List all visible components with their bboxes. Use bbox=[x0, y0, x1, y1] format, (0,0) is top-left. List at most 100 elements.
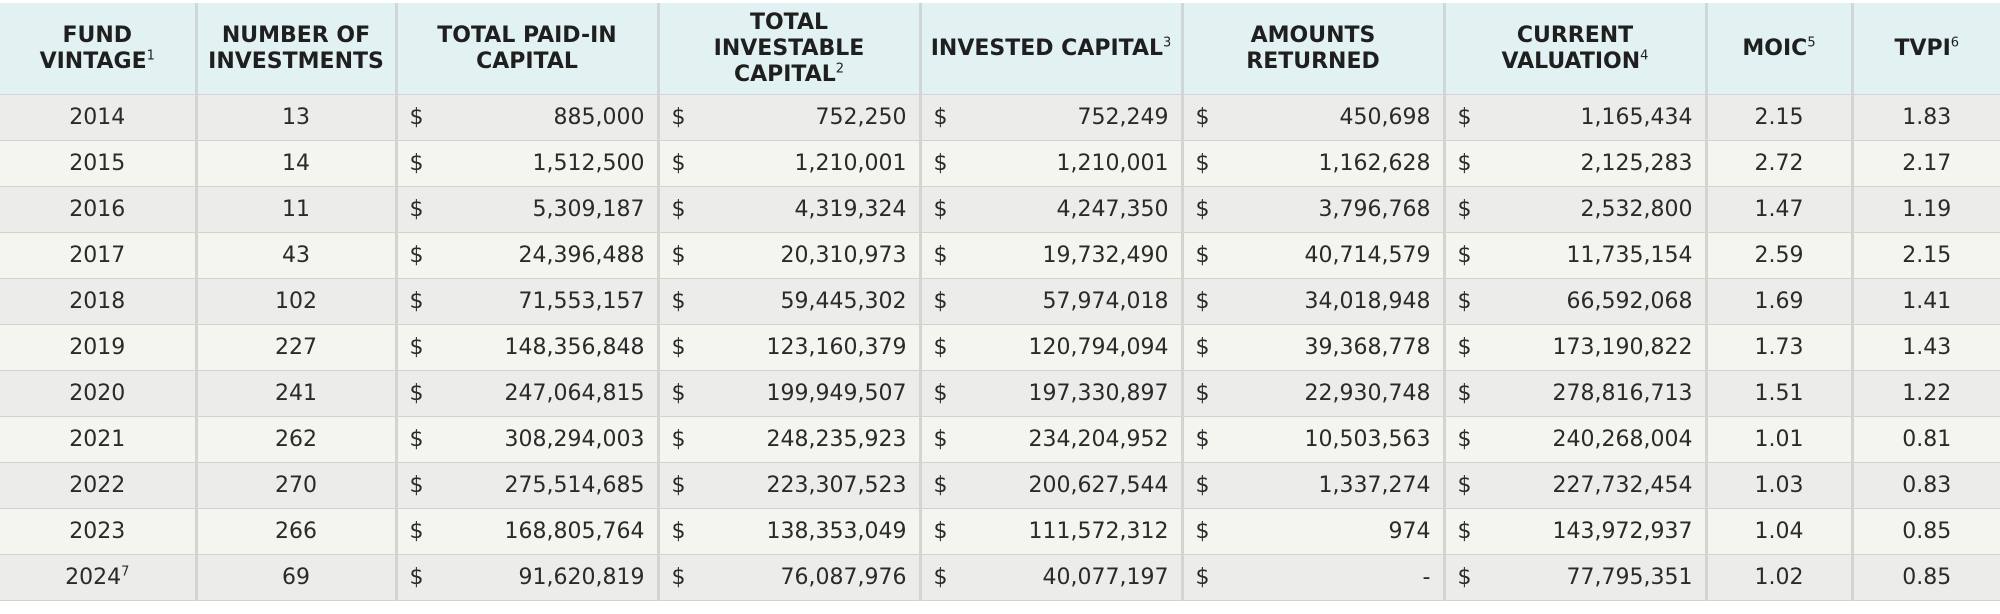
cell-number-of-investments: 43 bbox=[194, 232, 396, 279]
footnote-marker: 3 bbox=[1163, 35, 1172, 51]
currency-symbol: $ bbox=[933, 565, 948, 590]
cell-number-of-investments: 69 bbox=[194, 554, 396, 601]
header-tvpi: TVPI6 bbox=[1850, 3, 2000, 95]
vintage-year: 2024 bbox=[65, 565, 122, 590]
amount-value: 19,732,490 bbox=[1042, 243, 1169, 268]
amount-value: 3,796,768 bbox=[1318, 197, 1431, 222]
cell-invested: $752,249 bbox=[918, 94, 1182, 141]
currency-symbol: $ bbox=[933, 197, 948, 222]
currency-symbol: $ bbox=[409, 335, 424, 360]
amount-value: 4,319,324 bbox=[794, 197, 907, 222]
amount-value: 173,190,822 bbox=[1552, 335, 1693, 360]
amount-value: 20,310,973 bbox=[780, 243, 907, 268]
amount-value: 223,307,523 bbox=[766, 473, 907, 498]
currency-symbol: $ bbox=[1457, 105, 1472, 130]
amount-value: 34,018,948 bbox=[1304, 289, 1431, 314]
currency-symbol: $ bbox=[671, 289, 686, 314]
cell-vintage: 20247 bbox=[0, 554, 196, 601]
cell-paid-in: $24,396,488 bbox=[394, 232, 658, 279]
table-row: 2022 270 $275,514,685 $223,307,523 $200,627,… bbox=[0, 462, 2000, 509]
cell-invested: $40,077,197 bbox=[918, 554, 1182, 601]
table-row: 2021 262 $308,294,003 $248,235,923 $234,204,… bbox=[0, 416, 2000, 463]
cell-valuation: $11,735,154 bbox=[1442, 232, 1706, 279]
header-number-of-investments: NUMBER OF INVESTMENTS bbox=[194, 3, 396, 95]
amount-value: 1,512,500 bbox=[532, 151, 645, 176]
currency-symbol: $ bbox=[671, 565, 686, 590]
amount-value: 227,732,454 bbox=[1552, 473, 1693, 498]
currency-symbol: $ bbox=[671, 473, 686, 498]
cell-tvpi: 2.15 bbox=[1850, 232, 2000, 279]
currency-symbol: $ bbox=[409, 427, 424, 452]
amount-value: 1,337,274 bbox=[1318, 473, 1431, 498]
header-fund-vintage: FUND VINTAGE1 bbox=[0, 3, 196, 95]
header-label: CURRENT VALUATION bbox=[1501, 22, 1641, 74]
cell-vintage: 2015 bbox=[0, 140, 196, 187]
cell-valuation: $143,972,937 bbox=[1442, 508, 1706, 555]
currency-symbol: $ bbox=[933, 243, 948, 268]
amount-value: 59,445,302 bbox=[780, 289, 907, 314]
currency-symbol: $ bbox=[409, 381, 424, 406]
cell-valuation: $240,268,004 bbox=[1442, 416, 1706, 463]
amount-value: 234,204,952 bbox=[1028, 427, 1169, 452]
amount-value: 885,000 bbox=[553, 105, 645, 130]
header-total-investable-capital: TOTAL INVESTABLE CAPITAL2 bbox=[656, 3, 920, 95]
header-row: FUND VINTAGE1 NUMBER OF INVESTMENTS TOTAL … bbox=[0, 3, 2000, 95]
cell-tvpi: 0.85 bbox=[1850, 554, 2000, 601]
cell-paid-in: $71,553,157 bbox=[394, 278, 658, 325]
currency-symbol: $ bbox=[1195, 151, 1210, 176]
amount-value: 57,974,018 bbox=[1042, 289, 1169, 314]
currency-symbol: $ bbox=[933, 473, 948, 498]
header-moic: MOIC5 bbox=[1704, 3, 1852, 95]
amount-value: 1,210,001 bbox=[1056, 151, 1169, 176]
header-label: FUND VINTAGE bbox=[39, 22, 147, 74]
cell-moic: 1.02 bbox=[1704, 554, 1852, 601]
currency-symbol: $ bbox=[933, 151, 948, 176]
footnote-marker: 5 bbox=[1807, 35, 1816, 51]
cell-investable: $752,250 bbox=[656, 94, 920, 141]
amount-value: 22,930,748 bbox=[1304, 381, 1431, 406]
footnote-marker: 6 bbox=[1950, 35, 1960, 51]
currency-symbol: $ bbox=[1457, 197, 1472, 222]
cell-moic: 2.15 bbox=[1704, 94, 1852, 141]
amount-value: 197,330,897 bbox=[1028, 381, 1169, 406]
amount-value: 4,247,350 bbox=[1056, 197, 1169, 222]
amount-value: 1,162,628 bbox=[1318, 151, 1431, 176]
currency-symbol: $ bbox=[1195, 565, 1210, 590]
cell-number-of-investments: 241 bbox=[194, 370, 396, 417]
currency-symbol: $ bbox=[933, 381, 948, 406]
header-current-valuation: CURRENT VALUATION4 bbox=[1442, 3, 1706, 95]
cell-vintage: 2020 bbox=[0, 370, 196, 417]
amount-value: 752,249 bbox=[1077, 105, 1169, 130]
cell-investable: $138,353,049 bbox=[656, 508, 920, 555]
amount-value: 240,268,004 bbox=[1552, 427, 1693, 452]
amount-value: 168,805,764 bbox=[504, 519, 645, 544]
cell-invested: $111,572,312 bbox=[918, 508, 1182, 555]
cell-number-of-investments: 266 bbox=[194, 508, 396, 555]
cell-moic: 2.72 bbox=[1704, 140, 1852, 187]
cell-tvpi: 2.17 bbox=[1850, 140, 2000, 187]
currency-symbol: $ bbox=[933, 289, 948, 314]
cell-invested: $234,204,952 bbox=[918, 416, 1182, 463]
amount-value: 10,503,563 bbox=[1304, 427, 1431, 452]
cell-returned: $450,698 bbox=[1180, 94, 1444, 141]
table-row: 2014 13 $885,000 $752,250 $752,249 $450,698 $1… bbox=[0, 94, 2000, 141]
table-body: 2014 13 $885,000 $752,250 $752,249 $450,698 $1… bbox=[0, 94, 2000, 601]
currency-symbol: $ bbox=[671, 381, 686, 406]
amount-value: 2,125,283 bbox=[1580, 151, 1693, 176]
amount-value: 24,396,488 bbox=[518, 243, 645, 268]
cell-returned: $10,503,563 bbox=[1180, 416, 1444, 463]
cell-tvpi: 1.22 bbox=[1850, 370, 2000, 417]
vintage-year: 2022 bbox=[69, 473, 126, 498]
cell-paid-in: $91,620,819 bbox=[394, 554, 658, 601]
cell-moic: 1.69 bbox=[1704, 278, 1852, 325]
currency-symbol: $ bbox=[1457, 519, 1472, 544]
cell-paid-in: $168,805,764 bbox=[394, 508, 658, 555]
table-row: 2023 266 $168,805,764 $138,353,049 $111,572,… bbox=[0, 508, 2000, 555]
amount-value: 278,816,713 bbox=[1552, 381, 1693, 406]
currency-symbol: $ bbox=[1195, 243, 1210, 268]
currency-symbol: $ bbox=[671, 427, 686, 452]
amount-value: 752,250 bbox=[815, 105, 907, 130]
amount-value: 148,356,848 bbox=[504, 335, 645, 360]
footnote-marker: 4 bbox=[1640, 48, 1649, 64]
cell-valuation: $278,816,713 bbox=[1442, 370, 1706, 417]
